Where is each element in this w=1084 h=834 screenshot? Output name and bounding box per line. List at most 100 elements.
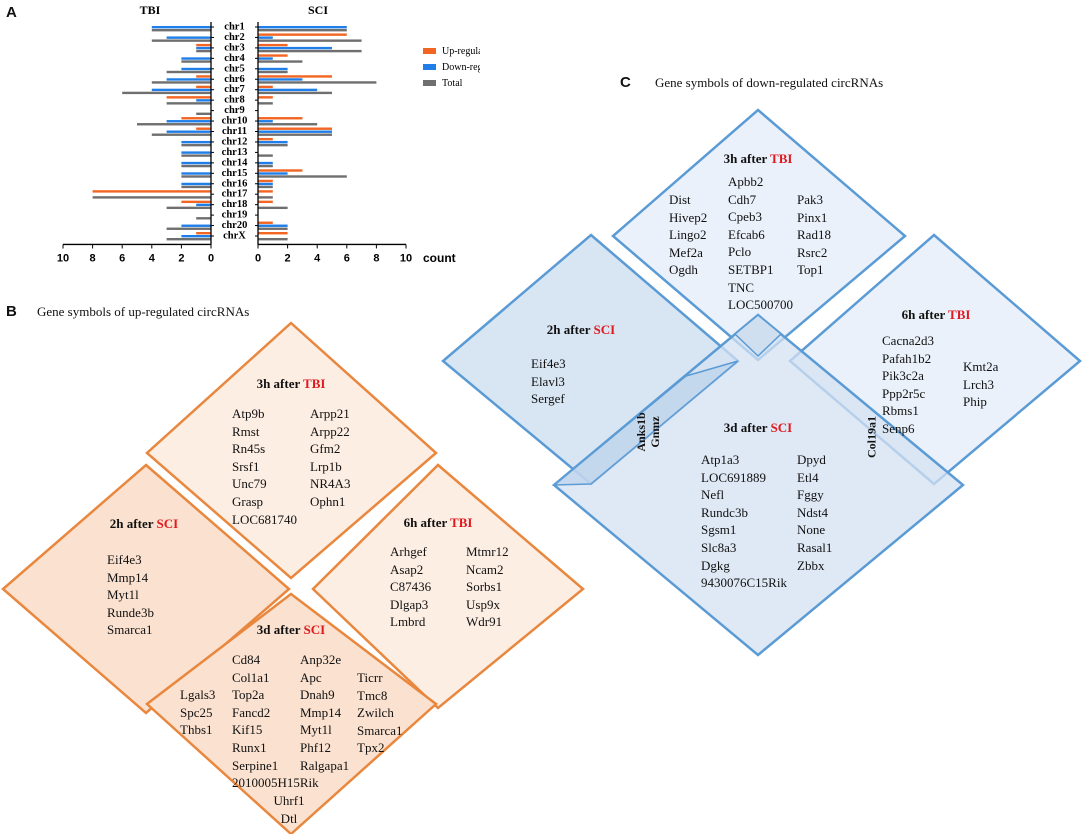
up-3d-sci-list-bottom: Uhrf1 Dtl bbox=[273, 793, 305, 826]
category-label-chr7: chr7 bbox=[224, 84, 244, 95]
bar-tbi-chrX-1 bbox=[181, 235, 211, 238]
bar-sci-chr10-1 bbox=[258, 120, 273, 123]
bar-sci-chr17-0 bbox=[258, 190, 273, 193]
down-6h-tbi-list-2: Kmt2a Lrch3 Phip bbox=[963, 359, 999, 410]
bar-tbi-chr3-0 bbox=[196, 43, 211, 47]
sci-bars bbox=[258, 26, 377, 241]
bar-tbi-chr11-0 bbox=[196, 127, 211, 130]
bar-sci-chr2-2 bbox=[258, 39, 362, 42]
bar-sci-chr11-2 bbox=[258, 133, 332, 136]
up-2h-sci-list: Eif4e3 Mmp14 Myt1l Runde3b Smarca1 bbox=[107, 552, 154, 638]
bar-sci-chr2-0 bbox=[258, 33, 347, 36]
chromosome-bar-chart: TBI SCI chr1chr2chr3chr4chr5chr6chr7chr8… bbox=[57, 3, 480, 265]
up-3d-sci-title: 3d after SCI bbox=[256, 622, 326, 637]
tbi-tick-label-8: 8 bbox=[90, 252, 96, 264]
bar-sci-chr3-1 bbox=[258, 46, 332, 50]
category-label-chr3: chr3 bbox=[224, 42, 244, 53]
bar-tbi-chr11-1 bbox=[166, 130, 211, 133]
sci-tick-label-6: 6 bbox=[344, 252, 350, 264]
bar-tbi-chr8-2 bbox=[166, 102, 211, 105]
sci-ticks: 0 2 4 6 8 10 bbox=[255, 244, 412, 264]
bar-tbi-chr7-2 bbox=[122, 91, 211, 95]
bar-tbi-chr6-0 bbox=[196, 75, 211, 78]
category-label-chr4: chr4 bbox=[224, 53, 245, 64]
bar-tbi-chr8-0 bbox=[166, 96, 211, 99]
bar-sci-chr1-1 bbox=[258, 26, 347, 29]
bar-tbi-chr20-2 bbox=[166, 227, 211, 230]
bar-sci-chr5-1 bbox=[258, 67, 288, 71]
bar-sci-chr20-0 bbox=[258, 221, 273, 224]
tbi-tick-label-4: 4 bbox=[149, 252, 156, 264]
axes bbox=[63, 22, 406, 246]
down-6h-tbi-title: 6h after TBI bbox=[901, 307, 971, 322]
bar-tbi-chr11-2 bbox=[151, 133, 211, 136]
bar-tbi-chr14-2 bbox=[181, 164, 211, 168]
bar-tbi-chr16-2 bbox=[181, 185, 211, 189]
down-top-overlap bbox=[733, 314, 783, 358]
bar-tbi-chr19-2 bbox=[196, 217, 211, 220]
category-label-chr9: chr9 bbox=[224, 105, 244, 116]
bar-tbi-chr12-2 bbox=[181, 143, 211, 147]
bar-tbi-chr3-2 bbox=[196, 49, 211, 53]
category-label-chr17: chr17 bbox=[222, 189, 248, 200]
up-6h-tbi-diamond bbox=[311, 463, 585, 710]
bar-tbi-chr13-1 bbox=[181, 151, 211, 154]
bar-sci-chr17-2 bbox=[258, 196, 273, 199]
category-label-chr15: chr15 bbox=[222, 168, 248, 179]
bar-sci-chr12-0 bbox=[258, 137, 273, 141]
down-3h-tbi-title: 3h after TBI bbox=[723, 151, 793, 166]
up-3d-sci-list-1: Cd84 Col1a1 Top2a Fancd2 Kif15 Runx1 Serpine1 2… bbox=[232, 652, 319, 791]
bar-sci-chr6-2 bbox=[258, 81, 377, 84]
bar-sci-chr5-2 bbox=[258, 70, 288, 74]
legend-label-0: Up-regulated circRNAs bbox=[442, 46, 480, 57]
bar-tbi-chrX-0 bbox=[196, 232, 211, 235]
category-label-chr10: chr10 bbox=[222, 116, 248, 127]
category-label-chrX: chrX bbox=[223, 231, 246, 242]
bar-sci-chr11-1 bbox=[258, 130, 332, 133]
bar-tbi-chr1-1 bbox=[151, 26, 211, 29]
bar-sci-chr6-1 bbox=[258, 78, 303, 81]
bar-tbi-chr5-2 bbox=[166, 70, 211, 74]
down-2h-sci-list: Eif4e3 Elavl3 Sergef bbox=[531, 356, 566, 407]
bar-sci-chr6-0 bbox=[258, 75, 332, 78]
category-label-chr20: chr20 bbox=[222, 220, 248, 231]
x-axis-label: count bbox=[423, 251, 456, 265]
bar-tbi-chr7-0 bbox=[196, 85, 211, 89]
bar-sci-chrX-2 bbox=[258, 238, 288, 241]
bar-sci-chr4-1 bbox=[258, 57, 273, 60]
down-3h-tbi-list-1: Dist Hivep2 Lingo2 Mef2a Ogdh bbox=[669, 192, 708, 278]
bar-tbi-chr4-1 bbox=[181, 57, 211, 60]
category-label-chr11: chr11 bbox=[222, 126, 247, 137]
bar-tbi-chr17-0 bbox=[92, 190, 211, 193]
tbi-tick-label-10: 10 bbox=[57, 252, 69, 264]
down-3h-tbi-list-2: Apbb2 Cdh7 Cpeb3 Efcab6 Pclo SETBP1 TNC LOC5007… bbox=[728, 174, 793, 313]
bar-tbi-chr12-1 bbox=[181, 140, 211, 144]
bar-sci-chr15-2 bbox=[258, 175, 347, 178]
sci-axis-title: SCI bbox=[308, 3, 328, 17]
bar-sci-chr16-1 bbox=[258, 182, 273, 186]
up-3h-tbi-list-1: Atp9b Rmst Rn45s Srsf1 Unc79 Grasp LOC681740 bbox=[232, 406, 297, 527]
bar-tbi-chr10-1 bbox=[166, 120, 211, 123]
sci-tick-label-2: 2 bbox=[285, 252, 291, 264]
bar-tbi-chr15-1 bbox=[181, 172, 211, 175]
bar-sci-chr8-2 bbox=[258, 102, 273, 105]
down-overlap-left-label: Anks1b Gnmz bbox=[634, 412, 662, 452]
bar-sci-chr7-1 bbox=[258, 88, 318, 92]
category-label-chr5: chr5 bbox=[224, 63, 244, 74]
category-label-chr19: chr19 bbox=[222, 210, 248, 221]
bar-tbi-chr7-1 bbox=[151, 88, 211, 92]
legend-swatch-0 bbox=[423, 48, 436, 54]
tbi-ticks: 10 8 6 4 2 0 bbox=[57, 244, 214, 264]
bar-sci-chr20-1 bbox=[258, 224, 288, 227]
down-3h-tbi-list-3: Pak3 Pinx1 Rad18 Rsrc2 Top1 bbox=[797, 192, 831, 278]
down-left-overlap bbox=[551, 360, 739, 486]
bar-sci-chr20-2 bbox=[258, 227, 288, 230]
legend-label-1: Down-regulated circRNAs bbox=[442, 62, 480, 73]
down-regulated-title: Gene symbols of down-regulated circRNAs bbox=[655, 75, 884, 90]
legend-label-2: Total bbox=[442, 78, 463, 89]
up-3h-tbi-list-2: Arpp21 Arpp22 Gfm2 Lrp1b NR4A3 Ophn1 bbox=[310, 406, 351, 509]
category-label-chr2: chr2 bbox=[224, 32, 244, 43]
up-6h-tbi-list-2: Mtmr12 Ncam2 Sorbs1 Usp9x Wdr91 bbox=[466, 544, 509, 630]
